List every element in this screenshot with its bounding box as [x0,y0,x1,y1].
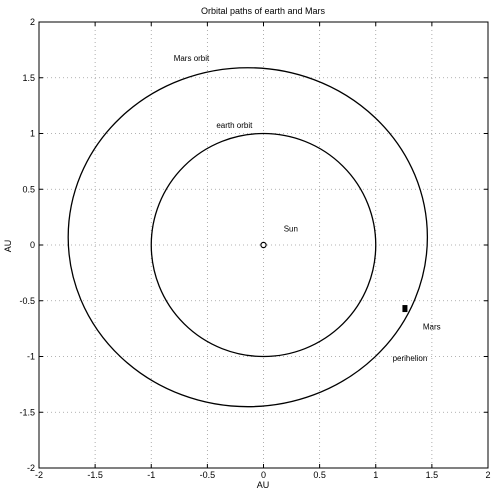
earth-orbit-line [150,132,377,358]
x-axis-label: AU [257,480,270,490]
x-tick-label: 1 [373,470,378,480]
annotation-label: perihelion [393,354,428,363]
x-tick-label: -1 [147,470,155,480]
y-tick-label: 0 [30,240,35,250]
x-tick-label: 1.5 [426,470,439,480]
x-tick-label: -2 [35,470,43,480]
y-tick-label: -1.5 [19,407,35,417]
annotation-label: Mars [423,323,441,332]
mars-marker [402,305,408,313]
y-axis-label: AU [3,240,13,253]
y-tick-label: 1.5 [22,73,35,83]
x-tick-label: 2 [485,470,490,480]
chart-title: Orbital paths of earth and Mars [201,6,326,16]
x-tick-label: 0.5 [313,470,326,480]
annotation-label: Mars orbit [174,54,210,63]
y-tick-layer: -2 -1.5 -1 -0.5 0 0.5 1 1.5 2 [19,17,488,473]
y-tick-label: -0.5 [19,296,35,306]
annotation-label: earth orbit [216,121,253,130]
y-tick-label: 2 [30,17,35,27]
sun-marker [260,241,267,249]
annotation-label: Sun [284,225,298,234]
x-tick-label: -0.5 [200,470,216,480]
x-tick-label: 0 [261,470,266,480]
y-tick-label: 1 [30,129,35,139]
y-tick-label: -1 [27,352,35,362]
series-layer [67,67,429,408]
x-tick-layer: -2 -1.5 -1 -0.5 0 0.5 1 1.5 2 [35,22,491,480]
annotation-layer: Mars orbit earth orbit Sun Mars perihelion [174,54,441,363]
y-tick-label: -2 [27,463,35,473]
y-tick-label: 0.5 [22,184,35,194]
x-tick-label: -1.5 [87,470,103,480]
mars-orbit-line [67,67,429,408]
